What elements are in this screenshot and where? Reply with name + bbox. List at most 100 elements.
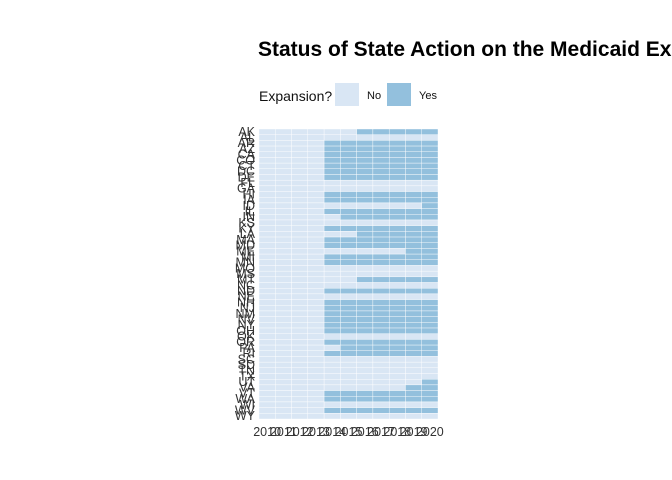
cell-WV-2015 (340, 407, 357, 414)
cell-DC-2015 (340, 168, 357, 175)
cell-AR-2020 (421, 140, 439, 147)
cell-SD-2015 (340, 361, 357, 369)
cell-ID-2016 (356, 202, 374, 209)
cell-NM-2016 (356, 310, 374, 317)
cell-IN-2013 (307, 214, 325, 221)
cell-DC-2013 (307, 168, 325, 175)
cell-FL-2019 (405, 179, 422, 187)
cell-AL-2012 (291, 134, 309, 141)
cell-CO-2014 (323, 157, 341, 164)
cell-NV-2011 (275, 316, 292, 323)
cell-MO-2013 (307, 265, 325, 272)
cell-VT-2016 (356, 390, 374, 397)
cell-DC-2016 (356, 168, 374, 175)
cell-HI-2016 (356, 191, 374, 198)
cell-KS-2011 (275, 219, 292, 226)
legend-label-no: No (367, 90, 381, 102)
cell-NH-2012 (291, 299, 309, 306)
cell-SD-2017 (372, 361, 390, 369)
cell-TX-2010 (258, 373, 276, 380)
cell-NC-2012 (291, 282, 309, 289)
cell-KY-2011 (275, 225, 292, 232)
cell-MT-2019 (405, 276, 422, 283)
cell-UT-2011 (275, 378, 292, 386)
cell-NJ-2014 (323, 305, 341, 312)
cell-WA-2017 (372, 396, 390, 403)
cell-NH-2016 (356, 299, 374, 306)
cell-UT-2013 (307, 378, 325, 386)
cell-OK-2015 (340, 333, 357, 340)
cell-OR-2011 (275, 339, 292, 346)
cell-NJ-2012 (291, 305, 309, 312)
cell-DC-2017 (372, 168, 390, 175)
cell-FL-2010 (258, 179, 276, 187)
cell-MI-2010 (258, 253, 276, 260)
cell-ME-2020 (421, 248, 439, 255)
cell-CT-2016 (356, 162, 374, 170)
cell-NH-2013 (307, 299, 325, 306)
cell-VT-2010 (258, 390, 276, 397)
cell-NE-2014 (323, 293, 341, 300)
cell-VT-2014 (323, 390, 341, 397)
cell-KS-2014 (323, 219, 341, 226)
cell-GA-2012 (291, 185, 309, 192)
cell-NE-2013 (307, 293, 325, 300)
cell-MO-2015 (340, 265, 357, 272)
y-tick-label: WA (235, 392, 255, 406)
cell-IN-2015 (340, 214, 357, 221)
cell-MS-2013 (307, 270, 325, 278)
cell-RI-2016 (356, 350, 374, 357)
cell-NY-2020 (421, 322, 439, 329)
cell-MO-2010 (258, 265, 276, 272)
y-tick-label: DC (237, 165, 255, 179)
cell-MN-2020 (421, 259, 439, 266)
cell-VT-2012 (291, 390, 309, 397)
cell-OR-2012 (291, 339, 309, 346)
y-tick-label: MO (235, 261, 255, 275)
cell-VT-2011 (275, 390, 292, 397)
cell-FL-2015 (340, 179, 357, 187)
cell-NJ-2017 (372, 305, 390, 312)
cell-WY-2011 (275, 413, 292, 420)
cell-NY-2010 (258, 322, 276, 329)
cell-ME-2015 (340, 248, 357, 255)
cell-GA-2017 (372, 185, 390, 192)
cell-NE-2018 (388, 293, 406, 300)
cell-ME-2017 (372, 248, 390, 255)
cell-CT-2020 (421, 162, 439, 170)
cell-MO-2019 (405, 265, 422, 272)
cell-IL-2020 (421, 208, 439, 215)
cell-TN-2018 (388, 367, 406, 374)
y-tick-label: IN (243, 210, 256, 224)
cell-NE-2016 (356, 293, 374, 300)
cell-NJ-2011 (275, 305, 292, 312)
cell-HI-2012 (291, 191, 309, 198)
cell-SC-2014 (323, 356, 341, 363)
cell-OK-2011 (275, 333, 292, 340)
cell-MT-2011 (275, 276, 292, 283)
cell-IA-2010 (258, 197, 276, 204)
cell-ND-2016 (356, 288, 374, 295)
y-tick-label: WV (235, 403, 256, 417)
cell-VA-2010 (258, 384, 276, 391)
cell-CA-2020 (421, 151, 439, 158)
cell-ND-2015 (340, 288, 357, 295)
cell-MS-2010 (258, 270, 276, 278)
cell-OH-2010 (258, 327, 276, 334)
cell-TX-2013 (307, 373, 325, 380)
cell-SC-2019 (405, 356, 422, 363)
cell-WA-2013 (307, 396, 325, 403)
cell-WI-2019 (405, 401, 422, 408)
y-tick-label: MS (236, 267, 255, 281)
cell-NH-2018 (388, 299, 406, 306)
y-tick-label: OR (236, 335, 255, 349)
cell-WY-2018 (388, 413, 406, 420)
cell-GA-2020 (421, 185, 439, 192)
cell-WI-2016 (356, 401, 374, 408)
cell-AL-2015 (340, 134, 357, 141)
cell-CT-2010 (258, 162, 276, 170)
cell-TN-2012 (291, 367, 309, 374)
y-tick-label: NM (236, 307, 255, 321)
cell-AR-2013 (307, 140, 325, 147)
x-tick-label: 2020 (416, 425, 444, 439)
